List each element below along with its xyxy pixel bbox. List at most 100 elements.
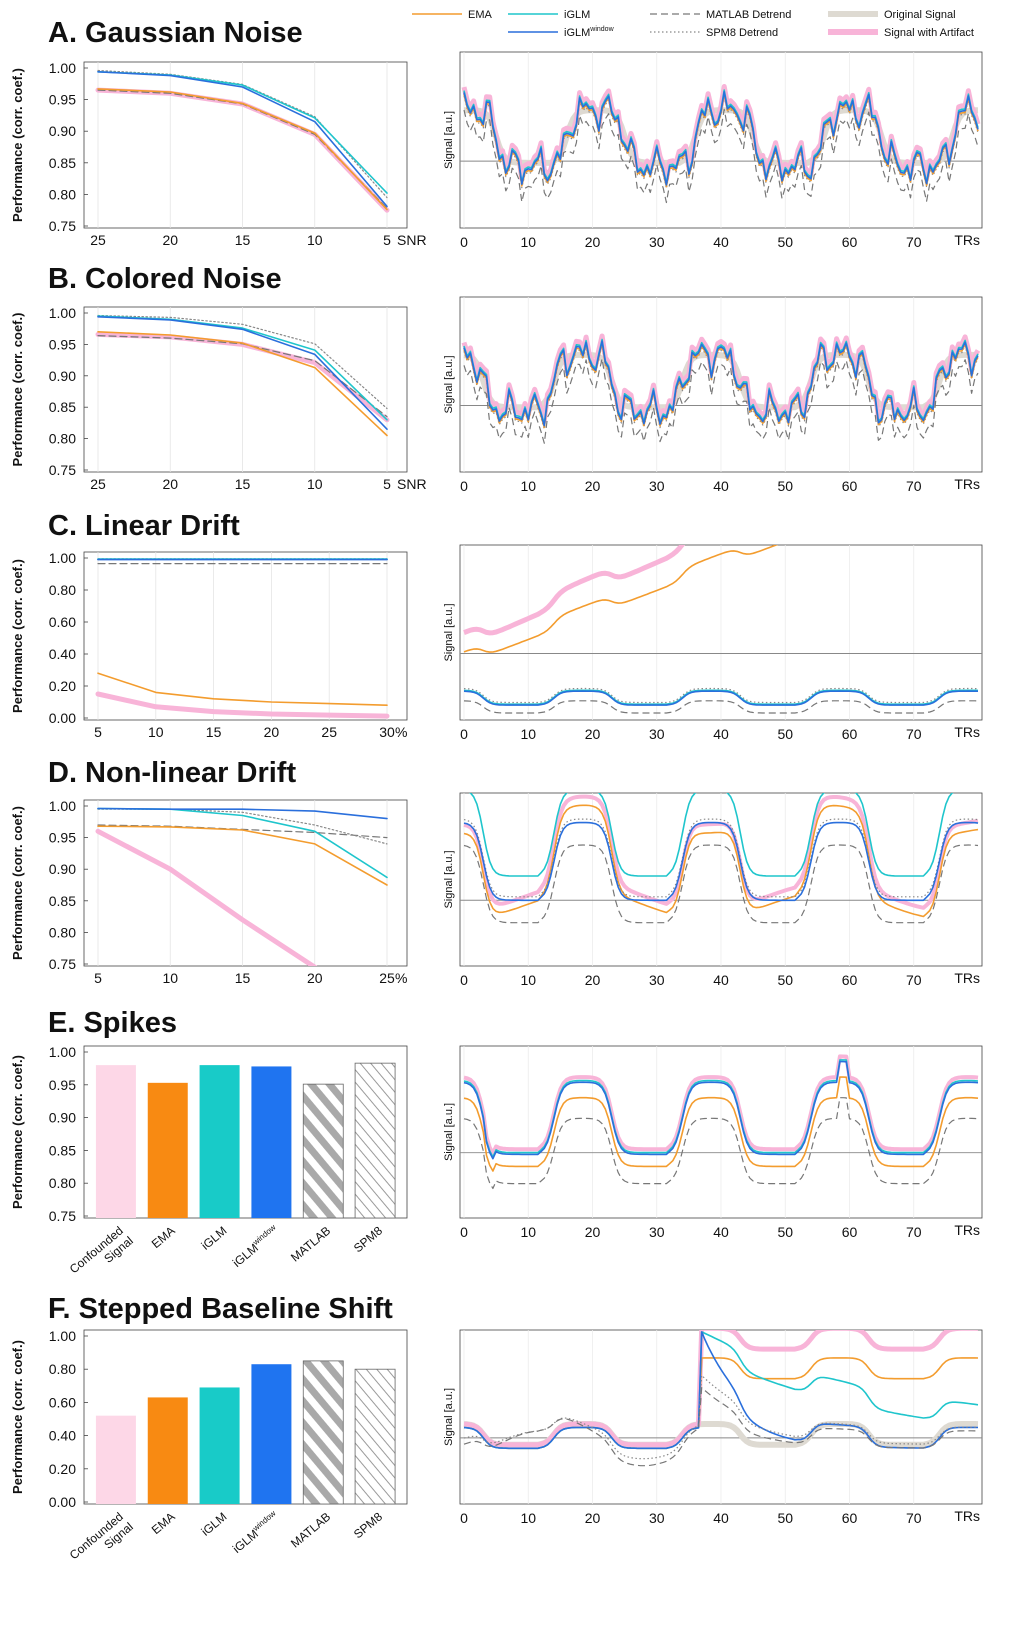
y-tick-label: 0.80 (49, 582, 76, 598)
y-tick-label: 0.60 (49, 1394, 76, 1410)
series-group (95, 807, 388, 966)
y-tick-label: 0.80 (49, 431, 76, 447)
bar-1 (147, 1082, 188, 1218)
signal-x-unit: TRs (954, 1508, 980, 1524)
signal-x-tick: 10 (520, 478, 536, 494)
plot-frame (83, 799, 408, 967)
signal-x-tick: 50 (777, 726, 793, 742)
signal-x-tick: 0 (460, 1510, 468, 1526)
x-axis-unit: % (395, 724, 407, 740)
plot-frame (83, 1329, 408, 1505)
legend: EMA iGLM iGLMwindow MATLAB Detrend SPM8 Detr… (412, 9, 974, 39)
signal-y-label: Signal [a.u.] (443, 355, 455, 413)
bar-category-label: iGLM (199, 1224, 230, 1253)
bar-4 (302, 1360, 344, 1505)
bar-0 (95, 1415, 136, 1504)
signal-x-unit: TRs (954, 232, 980, 248)
signal-x-tick: 70 (906, 1224, 922, 1240)
signal-x-tick: 40 (713, 972, 729, 988)
y-tick-label: 1.00 (49, 305, 76, 321)
signal-line-iglmw (463, 1060, 979, 1160)
x-tick-label: 15 (206, 724, 222, 740)
signal-x-tick: 50 (777, 478, 793, 494)
signal-x-tick: 30 (649, 726, 665, 742)
signal-x-tick: 60 (842, 234, 858, 250)
signal-x-tick: 70 (906, 726, 922, 742)
bar-category-label: iGLM (199, 1510, 230, 1539)
signal-y-label: Signal [a.u.] (443, 1388, 455, 1446)
chart-A: A. Gaussian Noise Performance (corr. coef… (10, 17, 427, 248)
signal-x-unit: TRs (954, 970, 980, 986)
x-tick-label: 20 (264, 724, 280, 740)
bar-category-label: EMA (149, 1224, 178, 1251)
signal-x-unit: TRs (954, 476, 980, 492)
x-tick-label: 25 (321, 724, 337, 740)
bar-5 (354, 1368, 396, 1505)
series-line-ema (97, 825, 388, 886)
signal-x-tick: 70 (906, 234, 922, 250)
signal-x-tick: 0 (460, 972, 468, 988)
x-tick-label: 10 (307, 476, 323, 492)
signal-y-label: Signal [a.u.] (443, 603, 455, 661)
bar-1 (147, 1397, 188, 1504)
y-tick-label: 0.90 (49, 1110, 76, 1126)
bar-0 (95, 1065, 136, 1218)
series-line-ema (97, 330, 388, 437)
x-tick-label: 25 (90, 476, 106, 492)
signal-x-tick: 70 (906, 1510, 922, 1526)
signal-x-tick: 10 (520, 1510, 536, 1526)
bar-category-label: MATLAB (288, 1224, 333, 1265)
signal-x-tick: 50 (777, 1224, 793, 1240)
signal-x-tick: 0 (460, 726, 468, 742)
signal-x-tick: 10 (520, 726, 536, 742)
signal-line-iglmw (463, 821, 979, 902)
bar-3 (251, 1364, 292, 1504)
signal-x-tick: 20 (585, 234, 601, 250)
x-tick-label: 20 (307, 970, 323, 986)
x-axis-unit: SNR (397, 232, 427, 248)
signal-line-matlab (463, 108, 979, 204)
y-tick-label: 0.85 (49, 893, 76, 909)
signal-line-iglmw (463, 91, 979, 186)
signal-line-iglmw (463, 340, 979, 427)
chart-title: E. Spikes (48, 1007, 177, 1039)
chart-title: A. Gaussian Noise (48, 17, 303, 49)
series-line-ema (97, 672, 388, 707)
chart-title: D. Non-linear Drift (48, 757, 296, 789)
legend-label-spm8: SPM8 Detrend (706, 27, 778, 39)
x-tick-label: 10 (307, 232, 323, 248)
y-tick-label: 1.00 (49, 1328, 76, 1344)
signal-x-tick: 20 (585, 726, 601, 742)
signal-x-tick: 30 (649, 1510, 665, 1526)
signal-x-tick: 20 (585, 972, 601, 988)
signal-panel-A: Signal [a.u.] 0 10 20 30 40 50 60 70 TRs (443, 51, 983, 250)
bar-2 (199, 1065, 240, 1218)
signal-line-artifact (463, 1054, 979, 1156)
signal-panel-F: Signal [a.u.] 0 10 20 30 40 50 60 70 TRs (443, 1329, 983, 1526)
x-tick-label: 25 (379, 970, 395, 986)
y-tick-label: 0.80 (49, 1361, 76, 1377)
x-axis-unit: SNR (397, 476, 427, 492)
y-tick-label: 0.80 (49, 186, 76, 202)
signal-x-tick: 40 (713, 478, 729, 494)
x-tick-label: 5 (94, 724, 102, 740)
plot-frame (83, 1045, 408, 1219)
bar-category-label: SPM8 (351, 1509, 385, 1541)
plot-frame (83, 551, 408, 721)
y-tick-label: 0.80 (49, 924, 76, 940)
signal-x-tick: 50 (777, 1510, 793, 1526)
signal-line-matlab (463, 358, 979, 444)
bar-2 (199, 1387, 240, 1504)
x-tick-label: 10 (162, 970, 178, 986)
signal-line-ema (463, 1076, 979, 1172)
signal-x-tick: 10 (520, 1224, 536, 1240)
signal-line-matlab (463, 1097, 979, 1190)
y-tick-label: 0.00 (49, 710, 76, 726)
legend-label-matlab: MATLAB Detrend (706, 9, 791, 21)
plot-frame (83, 61, 408, 229)
y-tick-label: 0.75 (49, 956, 76, 972)
signal-line-matlab (463, 700, 979, 714)
y-tick-label: 0.90 (49, 861, 76, 877)
signal-x-tick: 60 (842, 1224, 858, 1240)
signal-x-tick: 40 (713, 726, 729, 742)
